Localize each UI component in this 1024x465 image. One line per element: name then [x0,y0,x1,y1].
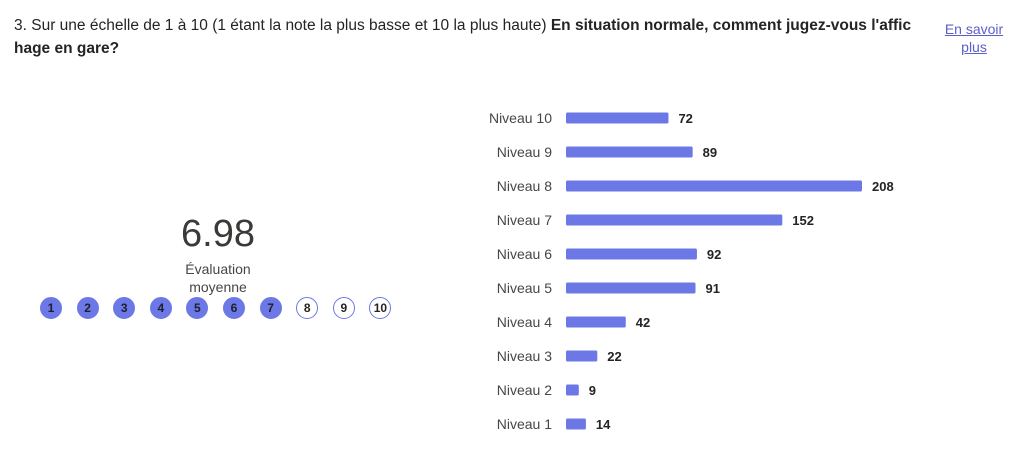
value-label: 14 [596,417,611,432]
bar [566,316,626,328]
bar [566,350,598,362]
value-label: 91 [706,281,720,296]
scale-dot-6: 6 [223,297,245,319]
scale-dot-2: 2 [76,297,99,319]
value-label: 9 [589,383,596,398]
scale-dot-1: 1 [40,297,62,319]
learn-more-link[interactable]: En savoir plus [944,21,1004,55]
bar [566,214,783,226]
category-label: Niveau 2 [497,382,552,398]
scale-dot-9: 9 [332,297,355,319]
question-prefix: 3. Sur une échelle de 1 à 10 (1 étant la… [14,17,551,34]
scale-dot-3: 3 [113,297,136,319]
category-label: Niveau 6 [497,246,552,262]
category-label: Niveau 7 [497,212,552,228]
bar [566,384,579,396]
value-label: 89 [703,145,717,160]
bar [566,418,586,430]
category-label: Niveau 5 [497,280,552,296]
category-label: Niveau 9 [497,144,552,160]
scale-dot-4: 4 [149,297,172,319]
category-label: Niveau 8 [497,178,552,194]
scale-dot-10: 10 [369,297,392,319]
bar [566,112,669,124]
question-text: 3. Sur une échelle de 1 à 10 (1 étant la… [14,14,920,60]
value-label: 208 [872,179,894,194]
category-label: Niveau 1 [497,416,552,432]
value-label: 152 [792,213,814,228]
value-label: 92 [707,247,721,262]
value-label: 22 [607,349,621,364]
category-label: Niveau 4 [497,314,552,330]
bar [566,180,862,192]
bar [566,146,693,158]
average-score-label: Évaluation moyenne [185,261,251,295]
bar [566,282,696,294]
value-label: 72 [678,111,692,126]
question-bold: En situation normale, comment jugez-vous… [14,17,912,57]
value-label: 42 [636,315,650,330]
rating-distribution-chart: Niveau 10 72 Niveau 9 89 Niveau 8 208 Niveau 7… [489,110,894,432]
bar [566,248,697,260]
category-label: Niveau 10 [489,110,552,126]
category-label: Niveau 3 [497,348,552,364]
average-score-panel: 6.98 Évaluation moyenne [30,212,406,296]
scale-dot-8: 8 [296,297,319,319]
scale-dot-5: 5 [186,297,209,319]
average-score-value: 6.98 [181,213,255,255]
scale-dot-7: 7 [259,297,282,319]
